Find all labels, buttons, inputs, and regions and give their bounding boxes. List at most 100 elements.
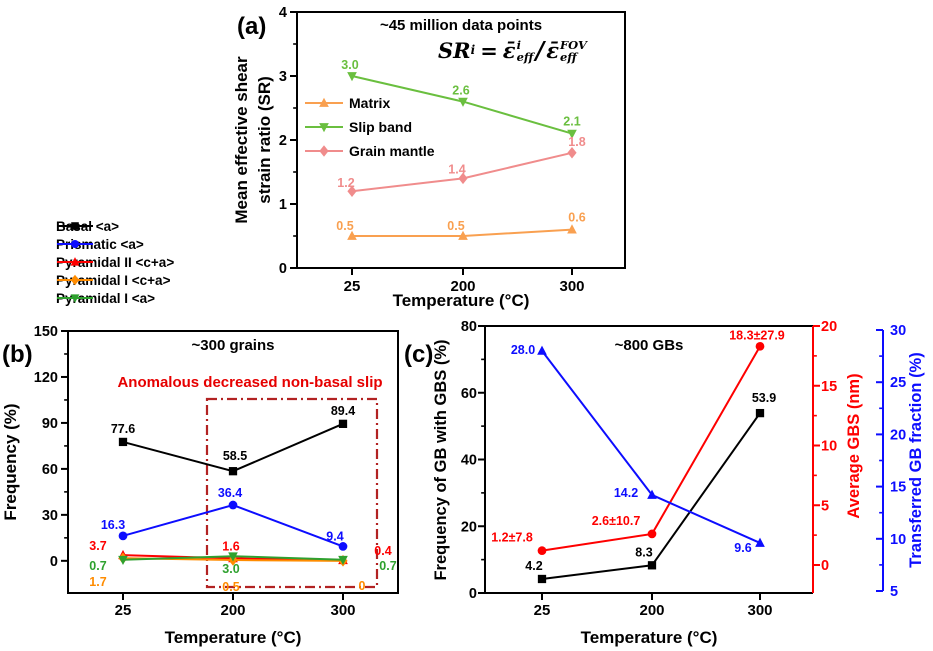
data-point-label: 18.3±27.9 [729,328,785,342]
marker-triangle-down [347,72,357,82]
data-point-label: 1.2±7.8 [491,531,533,545]
formula-equals: = [480,37,498,63]
y-tick-label: 2 [279,133,287,149]
marker-square [228,467,238,476]
x-tick-label: 200 [220,602,245,619]
series-line [541,350,761,544]
x-axis-title: Temperature (°C) [165,628,302,647]
data-point-label: 58.5 [223,449,247,463]
formula-numerator-epsilon: ε̄ [502,37,516,63]
x-tick-label: 25 [534,602,551,619]
marker-circle [118,531,128,541]
y-tick-label: 90 [42,416,58,432]
marker-circle [755,341,765,351]
marker-square [647,561,657,570]
legend-label: Pyramidal I <a> [56,290,156,306]
legend-label: Prismatic <a> [56,236,144,252]
marker-circle [537,546,547,556]
annotation-text: Anomalous decreased non-basal slip [117,374,382,391]
legend-marker-triangle-down-icon [57,294,93,303]
data-point-label: 3.0 [341,58,358,72]
panel-b-chart: 25 200 300 Temperature (°C) ~300 grains (b) Fr… [1,324,399,647]
marker-triangle-up [755,537,765,547]
data-point-label: 1.8 [568,135,585,149]
y-tick-label: 120 [34,370,58,386]
formula-denominator-sup: FOV [559,37,587,52]
data-point-label: 4.2 [525,559,542,573]
formula-numerator-scripts: i eff [517,39,534,63]
x-tick-label: 300 [330,602,355,619]
y-tick-label: 15 [821,379,837,395]
y-tick-label: 150 [34,324,58,340]
x-axis-title: Temperature (°C) [393,291,530,310]
data-point-label: 1.7 [89,575,106,589]
y-tick-label: 0 [821,558,829,574]
data-point-label: 9.4 [326,529,343,543]
x-tick-label: 25 [344,278,361,295]
data-point-label: 1.6 [222,539,239,553]
data-point-label: 0 [359,579,366,593]
y-tick-label: 60 [461,386,477,402]
marker-square [755,408,765,418]
panel-letter: (a) [237,13,266,40]
marker-circle [71,240,79,248]
data-point-label: 0.5 [447,219,464,233]
legend-marker-circle-icon [57,240,93,248]
formula-denominator-epsilon: ε̄ [546,37,559,63]
marker-triangle-up [537,345,547,355]
formula-denominator-scripts: FOV eff [560,39,587,63]
panel-title: ~300 grains [192,337,275,354]
x-tick-label: 300 [747,602,772,619]
marker-triangle-down [338,555,348,566]
data-point-label: 0.4 [374,544,391,558]
marker-circle [338,542,348,551]
y-tick-label: 25 [890,375,906,391]
marker-diamond [347,185,357,197]
sr-formula: SR i = ε̄ i eff / ε̄ FOV eff [438,32,587,68]
y-tick-label: 5 [821,498,829,514]
data-point-label: 0.5 [336,219,353,233]
data-point-label: 3.0 [222,562,239,576]
marker-triangle-up [319,97,329,107]
x-tick-label: 200 [639,602,664,619]
data-point-label: 28.0 [511,343,535,357]
data-point-label: 0.7 [89,559,106,573]
x-tick-label: 300 [559,278,584,295]
marker-triangle-up [567,224,577,234]
right1-axis-title: Average GBS (nm) [845,373,863,518]
y-tick-label: 3 [279,69,287,85]
y-tick-label: 0 [50,554,58,570]
data-point-label: 89.4 [331,404,355,418]
marker-square [338,419,348,428]
legend-item-pyramidal-i-a: Pyramidal I <a> [56,290,174,306]
right2-axis-title: Transferred GB fraction (%) [907,352,925,567]
data-point-label: 53.9 [752,391,776,405]
legend-label: Pyramidal I <c+a> [56,272,171,288]
y-tick-label: 20 [461,519,477,535]
marker-square [537,574,547,584]
y-axis-title: Frequency of GB with GBS (%) [432,339,450,580]
marker-square [71,222,79,230]
x-tick-label: 25 [115,602,132,619]
marker-triangle-down [319,123,329,133]
formula-lhs: SR [438,37,471,63]
y-axis-title: Frequency (%) [1,403,20,520]
marker-triangle-down [70,294,80,303]
legend-item-pyramidal-i-c-a: Pyramidal I <c+a> [56,272,174,288]
y-tick-label: 15 [890,480,906,496]
marker-triangle-down [458,97,468,107]
marker-triangle-up [647,489,657,499]
panel-letter: (b) [2,341,33,368]
y-tick-label: 20 [890,427,906,443]
legend-marker-square-icon [57,222,93,230]
legend-label: Matrix [349,95,390,111]
data-point-label: 1.4 [448,162,465,176]
y-tick-label: 60 [42,462,58,478]
legend-item-basal-a: Basal <a> [56,219,174,234]
y-tick-label: 0 [469,586,477,602]
data-point-label: 36.4 [218,486,242,500]
marker-diamond [70,274,80,286]
y-tick-label: 80 [461,320,477,335]
panel-a-chart: 25 200 300 Temperature (°C) ~45 million data… [232,5,626,310]
